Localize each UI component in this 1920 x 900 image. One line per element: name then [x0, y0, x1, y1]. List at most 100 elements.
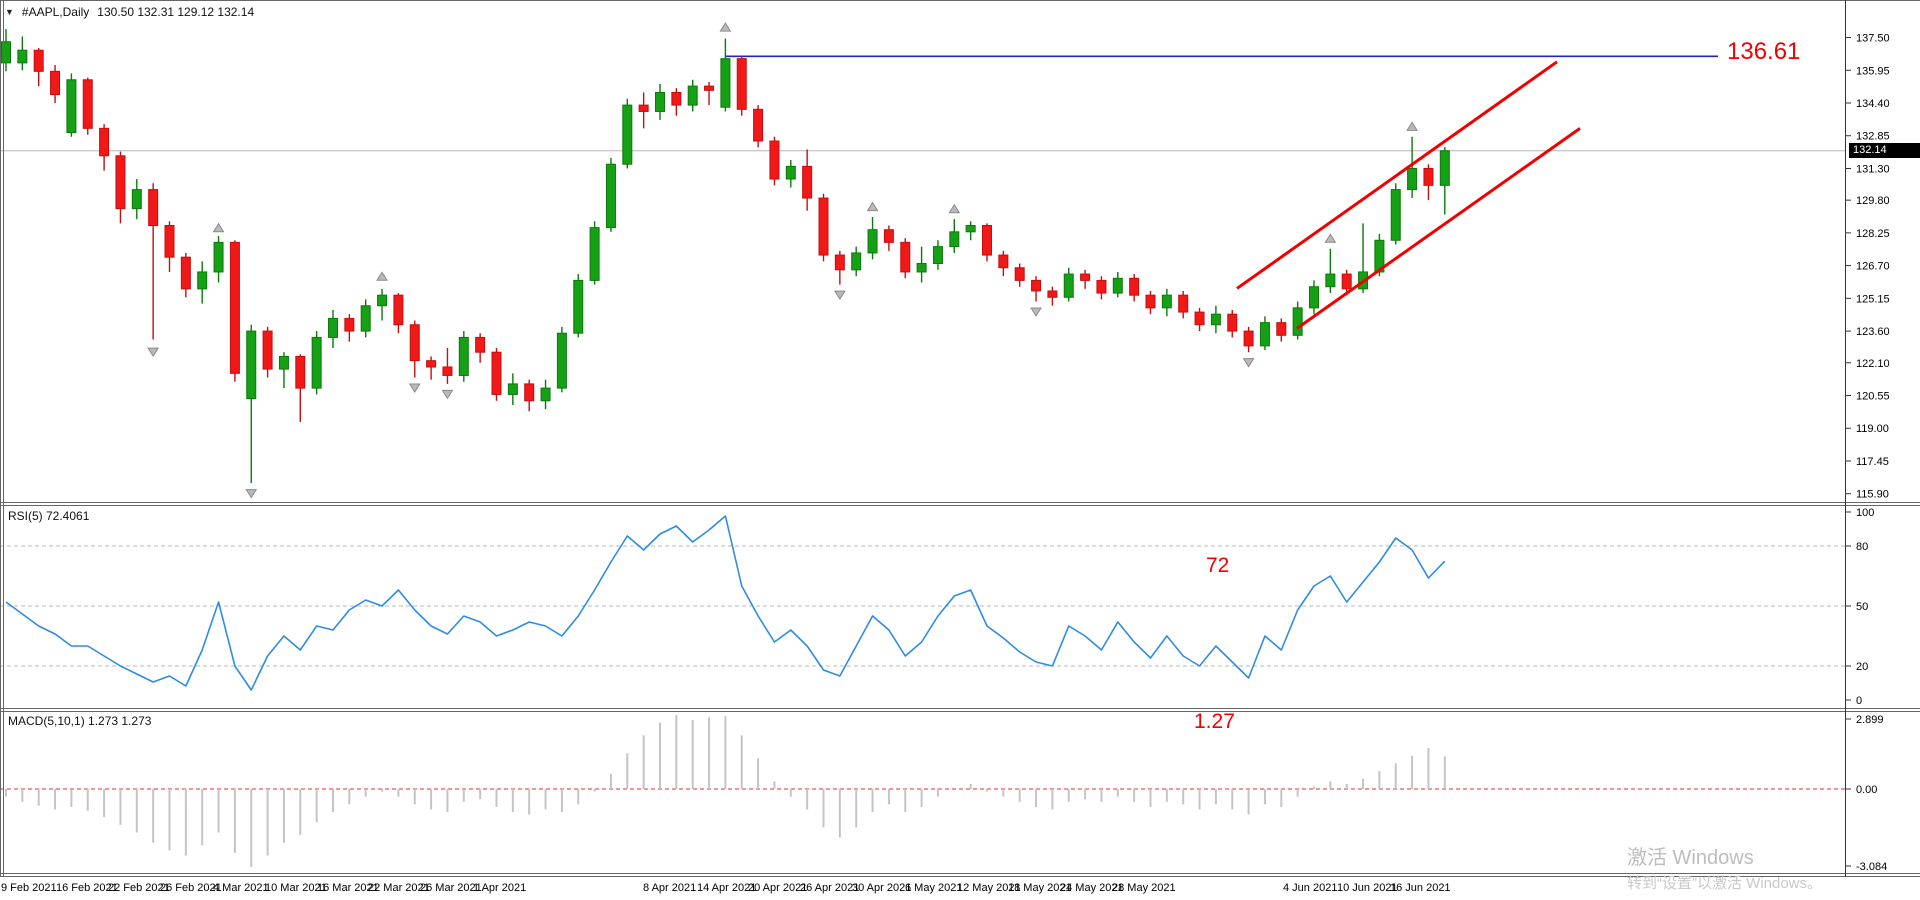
candle-body: [99, 127, 110, 157]
macd-tick-label: -3.084: [1856, 861, 1887, 873]
macd-value-annotation[interactable]: 1.27: [1194, 710, 1235, 733]
price-tick-label: 123.60: [1856, 326, 1890, 338]
price-tick-label: 117.45: [1856, 456, 1889, 468]
candle-body: [164, 224, 175, 258]
candle-body: [1390, 189, 1401, 241]
candle-body: [704, 85, 715, 91]
candle-body: [393, 294, 404, 326]
candle-body: [687, 85, 698, 106]
fractal-up-icon: [948, 203, 961, 214]
candle-body: [491, 351, 502, 395]
candle-body: [1259, 322, 1270, 347]
fractal-up-icon: [376, 271, 388, 281]
rsi-value-annotation[interactable]: 72: [1206, 554, 1230, 577]
date-tick-label: 1 Apr 2021: [473, 882, 526, 894]
candle-body: [556, 332, 567, 389]
price-tick-label: 120.55: [1856, 391, 1890, 403]
candle-body: [1014, 267, 1025, 281]
price-tick-label: 135.95: [1856, 65, 1890, 77]
candle-body: [180, 256, 191, 290]
candle-body: [736, 58, 747, 110]
windows-activation-watermark: 激活 Windows: [1627, 847, 1754, 869]
fractal-up-icon: [866, 201, 879, 212]
price-tick-label: 122.10: [1856, 358, 1890, 370]
fractal-down-icon: [147, 347, 160, 358]
date-tick-label: 16 Feb 2021: [56, 882, 118, 894]
candle-body: [769, 140, 780, 180]
candle-body: [949, 231, 960, 248]
candle-body: [507, 383, 518, 395]
rsi-tick-label: 80: [1856, 541, 1868, 553]
rsi-tick-label: 100: [1856, 507, 1874, 519]
candle-body: [197, 271, 208, 290]
candle-body: [900, 241, 911, 273]
candle-body: [1178, 294, 1189, 313]
candle-body: [818, 197, 829, 256]
candle-body: [1047, 290, 1058, 298]
candle-body: [213, 241, 224, 273]
fractal-up-icon: [719, 22, 732, 32]
ohlc-values: 130.50 132.31 129.12 132.14: [97, 5, 255, 19]
candle-body: [1325, 273, 1336, 288]
candle-body: [1, 41, 11, 64]
candle-body: [638, 104, 649, 112]
candle-body: [115, 155, 126, 210]
rsi-tick-label: 20: [1856, 661, 1868, 673]
candle-body: [82, 79, 93, 129]
macd-tick-label: 2.899: [1856, 714, 1884, 726]
symbol-dropdown-icon[interactable]: ▼: [5, 7, 14, 17]
candle-body: [278, 355, 289, 370]
current-price-tag: 132.14: [1849, 143, 1920, 158]
rsi-tick-label: 50: [1856, 601, 1868, 613]
candle-body: [753, 108, 764, 142]
symbol-timeframe-label: #AAPL,Daily: [21, 5, 90, 19]
candle-body: [622, 104, 633, 165]
macd-indicator-label: MACD(5,10,1) 1.273 1.273: [8, 714, 152, 728]
candle-body: [916, 263, 927, 273]
candle-body: [785, 165, 796, 180]
date-tick-label: 16 Jun 2021: [1390, 882, 1451, 894]
candle-body: [1439, 150, 1450, 186]
candle-body: [1080, 273, 1091, 281]
date-tick-label: 10 Jun 2021: [1337, 882, 1398, 894]
trend-channel-line: [1296, 127, 1581, 330]
candle-body: [1276, 322, 1287, 336]
rsi-indicator-label: RSI(5) 72.4061: [8, 509, 90, 523]
candle-body: [409, 324, 420, 362]
candle-body: [1161, 294, 1172, 309]
candle-body: [50, 70, 61, 96]
candle-body: [982, 224, 992, 256]
date-tick-label: 18 May 2021: [1008, 882, 1072, 894]
fractal-down-icon: [833, 290, 846, 301]
candle-body: [1145, 294, 1156, 309]
date-tick-label: 12 May 2021: [957, 882, 1021, 894]
candle-body: [1407, 167, 1418, 191]
date-tick-label: 24 May 2021: [1060, 882, 1124, 894]
candle-body: [426, 360, 437, 368]
candle-body: [540, 387, 551, 402]
candle-body: [1374, 239, 1385, 273]
candle-body: [834, 254, 845, 271]
candle-body: [883, 229, 894, 243]
candle-body: [851, 252, 862, 271]
candle-body: [377, 294, 388, 307]
candle-body: [1309, 286, 1319, 309]
date-tick-label: 26 Mar 2021: [420, 882, 482, 894]
candle-body: [1423, 167, 1434, 186]
candle-body: [1112, 277, 1123, 294]
candle-body: [148, 189, 159, 226]
price-tick-label: 126.70: [1856, 261, 1890, 273]
candle-body: [360, 305, 371, 332]
price-tick-label: 115.90: [1856, 489, 1889, 501]
candle-body: [1341, 273, 1352, 290]
resistance-level-annotation[interactable]: 136.61: [1727, 38, 1801, 65]
trend-channel-line: [1236, 60, 1558, 290]
fractal-down-icon: [441, 389, 454, 400]
candle-body: [442, 366, 453, 376]
fractal-down-icon: [1242, 358, 1255, 368]
candle-body: [589, 227, 600, 281]
candle-body: [1292, 307, 1303, 336]
date-tick-label: 22 Mar 2021: [368, 882, 430, 894]
